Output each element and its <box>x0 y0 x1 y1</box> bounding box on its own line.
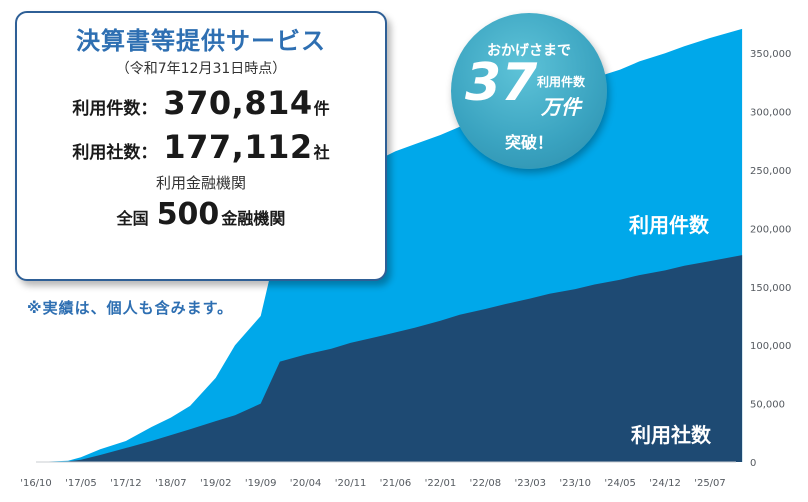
usage-count-unit: 件 <box>313 99 330 118</box>
company-count-row: 利用社数： 177,112 社 <box>17 128 385 166</box>
y-tick-label: 0 <box>750 458 756 469</box>
x-axis-ticks: '16/10 '17/05 '17/12 '18/07 '19/02 '19/09 '20/… <box>20 478 726 489</box>
y-tick-label: 350,000 <box>750 49 791 60</box>
summary-title: 決算書等提供サービス <box>76 27 326 55</box>
x-tick-label: '17/12 <box>110 478 142 489</box>
footnote: ※実績は、個人も含みます。 <box>24 296 237 319</box>
series-label-company: 利用社数 <box>631 423 712 447</box>
institutions-value: 500 <box>156 197 220 232</box>
milestone-post-text: 突破！ <box>504 133 553 152</box>
y-tick-label: 50,000 <box>750 400 785 411</box>
milestone-unit: 万件 <box>541 95 581 119</box>
x-tick-label: '24/05 <box>604 478 636 489</box>
y-tick-label: 200,000 <box>750 224 791 235</box>
milestone-sub-label: 利用件数 <box>537 75 586 89</box>
x-tick-label: '20/04 <box>290 478 322 489</box>
x-tick-label: '22/01 <box>425 478 457 489</box>
x-tick-label: '22/08 <box>470 478 502 489</box>
x-tick-label: '21/06 <box>380 478 412 489</box>
usage-count-label: 利用件数： <box>72 99 158 119</box>
y-tick-label: 100,000 <box>750 341 791 352</box>
company-count-unit: 社 <box>313 143 330 162</box>
y-tick-label: 250,000 <box>750 166 791 177</box>
summary-box: 決算書等提供サービス （令和7年12月31日時点） 利用件数： 370,814 … <box>15 11 387 281</box>
institutions-unit: 金融機関 <box>221 209 286 228</box>
x-tick-label: '24/12 <box>649 478 681 489</box>
x-tick-label: '20/11 <box>335 478 367 489</box>
x-tick-label: '17/05 <box>65 478 97 489</box>
summary-date: （令和7年12月31日時点） <box>115 61 287 77</box>
institutions-row: 全国 500 金融機関 <box>17 197 385 232</box>
company-count-area <box>36 255 743 462</box>
institutions-label: 利用金融機関 <box>155 174 246 192</box>
x-tick-label: '23/10 <box>559 478 591 489</box>
y-tick-label: 150,000 <box>750 283 791 294</box>
usage-count-row: 利用件数： 370,814 件 <box>17 84 385 122</box>
x-tick-label: '18/07 <box>155 478 187 489</box>
y-axis-ticks: 0 50,000 100,000 150,000 200,000 250,000 300,0… <box>750 49 791 469</box>
y-tick-label: 300,000 <box>750 108 791 119</box>
x-tick-label: '16/10 <box>20 478 52 489</box>
x-tick-label: '19/09 <box>245 478 277 489</box>
series-label-usage: 利用件数 <box>629 213 710 237</box>
milestone-badge: おかげさまで 37 利用件数 万件 突破！ <box>451 13 607 169</box>
company-count-label: 利用社数： <box>72 143 158 163</box>
x-tick-label: '19/02 <box>200 478 232 489</box>
milestone-number: 37 <box>465 53 538 113</box>
usage-count-value: 370,814 <box>163 84 313 122</box>
milestone-pre-text: おかげさまで <box>487 43 571 59</box>
institutions-prefix: 全国 <box>116 209 149 228</box>
x-tick-label: '23/03 <box>514 478 546 489</box>
x-tick-label: '25/07 <box>694 478 726 489</box>
company-count-value: 177,112 <box>163 128 313 166</box>
